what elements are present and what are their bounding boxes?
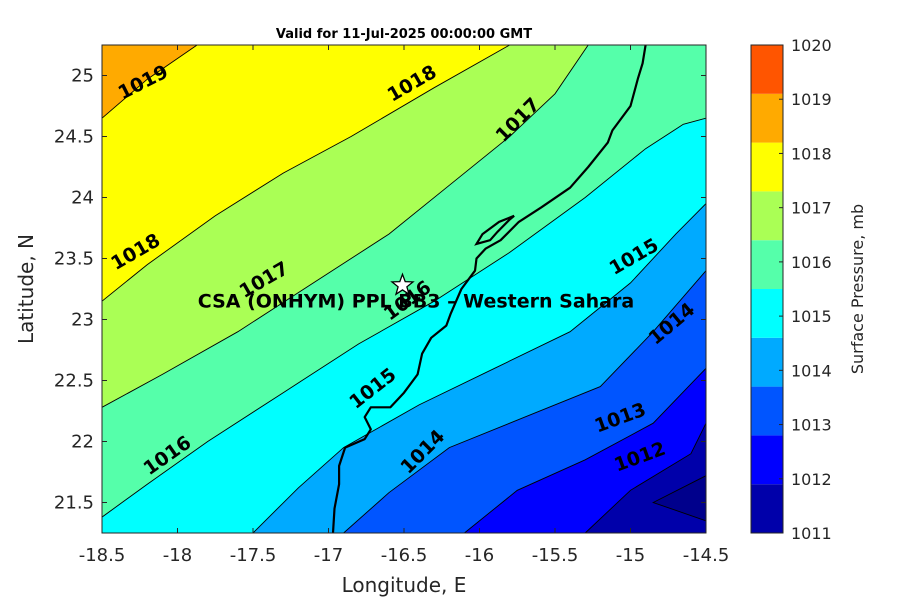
x-tick-label: -15.5 — [532, 545, 579, 566]
y-tick-label: 21.5 — [54, 493, 94, 514]
colorbar-swatch — [751, 386, 783, 436]
y-tick-label: 24.5 — [54, 127, 94, 148]
contour-line-1017 — [102, 45, 589, 408]
x-axis-ticks: -18.5 -18 -17.5 -17 -16.5 -16 -15.5 -15 -14.5 — [79, 45, 730, 566]
site-star-icon — [390, 272, 415, 296]
colorbar-label: Surface Pressure, mb — [848, 204, 867, 374]
contour-line-1016 — [102, 117, 706, 518]
coastline — [331, 45, 647, 533]
colorbar-swatch — [751, 93, 783, 143]
contour-line-1019 — [102, 45, 198, 119]
colorbar-tick-label: 1011 — [791, 524, 832, 543]
y-tick-label: 22 — [71, 432, 94, 453]
colorbar-swatch — [751, 45, 783, 94]
y-tick-label: 23.5 — [54, 249, 94, 270]
colorbar-tick-label: 1013 — [791, 416, 832, 435]
colorbar-tick-label: 1017 — [791, 199, 832, 218]
y-tick-label: 23 — [71, 310, 94, 331]
colorbar-tick-label: 1016 — [791, 253, 832, 272]
x-tick-label: -17.5 — [230, 545, 277, 566]
contour-line-1011 — [652, 475, 706, 522]
chart-title: Valid for 11-Jul-2025 00:00:00 GMT — [276, 27, 532, 42]
contour-line-1014 — [343, 270, 706, 533]
pressure-band-1018 — [102, 45, 510, 302]
colorbar-swatch — [751, 142, 783, 192]
colorbar-frame — [750, 44, 784, 534]
x-tick-label: -18 — [163, 545, 192, 566]
colorbar-swatch — [751, 484, 783, 533]
y-tick-label: 24 — [71, 188, 94, 209]
y-tick-label: 25 — [71, 66, 94, 87]
contour-line-1013 — [464, 367, 706, 533]
colorbar-swatch — [751, 191, 783, 241]
coastline-peninsula — [474, 214, 515, 246]
x-axis-label: Longitude, E — [342, 573, 467, 597]
pressure-band-1019 — [102, 45, 198, 119]
y-axis-label: Latitude, N — [14, 234, 38, 344]
x-tick-label: -15 — [616, 545, 645, 566]
x-tick-label: -16.5 — [381, 545, 428, 566]
coastline-mainland — [331, 45, 647, 533]
pressure-band-1011-core — [653, 475, 706, 521]
contour-line-1012 — [584, 423, 706, 533]
site-marker-group: CSA (ONHYM) PPL BB3 – Western Sahara — [198, 272, 634, 312]
x-tick-label: -14.5 — [683, 545, 730, 566]
x-tick-label: -16 — [465, 545, 494, 566]
x-tick-label: -17 — [314, 545, 343, 566]
colorbar-tick-label: 1014 — [791, 361, 832, 380]
colorbar-tick-label: 1012 — [791, 470, 832, 489]
colorbar-swatch — [751, 289, 783, 338]
x-tick-label: -18.5 — [79, 545, 126, 566]
colorbar: 1011 1012 1013 1014 1015 1016 1017 1018 1019 1020 — [750, 36, 832, 543]
colorbar-swatch — [751, 240, 783, 289]
contour-lines — [102, 45, 706, 533]
contour-line-1018 — [102, 45, 510, 302]
contour-line-1015 — [252, 203, 706, 533]
colorbar-tick-label: 1015 — [791, 307, 832, 326]
y-axis-ticks: 21.5 22 22.5 23 23.5 24 24.5 25 — [54, 66, 706, 514]
colorbar-tick-label: 1019 — [791, 90, 832, 109]
colorbar-swatch — [751, 435, 783, 485]
colorbar-swatch — [751, 337, 783, 387]
site-label: CSA (ONHYM) PPL BB3 – Western Sahara — [198, 290, 634, 312]
colorbar-tick-label: 1018 — [791, 144, 832, 163]
y-tick-label: 22.5 — [54, 371, 94, 392]
colorbar-tick-label: 1020 — [791, 36, 832, 55]
